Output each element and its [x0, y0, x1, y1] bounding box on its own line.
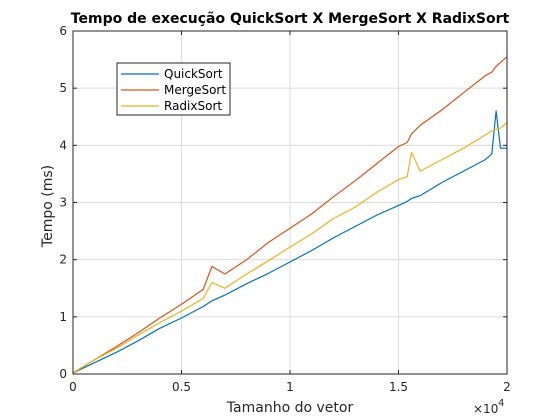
y-tick-label: 6 [59, 24, 67, 38]
x-exponent-base: ×10 [473, 402, 498, 416]
y-tick-label: 1 [59, 310, 67, 324]
y-tick-label: 3 [59, 196, 67, 210]
x-axis-ticks: 0 0.5 1 1.5 2 [69, 31, 511, 394]
x-tick-label: 2 [503, 380, 511, 394]
x-axis-label: Tamanho do vetor [226, 400, 354, 416]
y-axis-label: Tempo (ms) [40, 165, 56, 248]
x-tick-label: 0.5 [172, 380, 191, 394]
series-line-radixsort [72, 122, 508, 374]
x-axis-exponent: ×10 4 [473, 398, 504, 416]
y-tick-label: 2 [59, 253, 67, 267]
x-tick-label: 1 [286, 380, 294, 394]
series-line-mergesort [72, 56, 508, 374]
x-tick-label: 0 [69, 380, 77, 394]
x-tick-label: 1.5 [389, 380, 408, 394]
legend-label-radixsort: RadixSort [164, 99, 222, 113]
legend: QuickSort MergeSort RadixSort [116, 62, 231, 116]
x-exponent-power: 4 [498, 398, 504, 409]
y-tick-label: 4 [59, 138, 67, 152]
plot-series [72, 56, 508, 374]
series-line-quicksort [72, 110, 507, 374]
legend-label-quicksort: QuickSort [164, 67, 223, 81]
chart-title: Tempo de execução QuickSort X MergeSort … [71, 11, 510, 27]
legend-label-mergesort: MergeSort [164, 83, 226, 97]
y-axis-ticks: 0 1 2 3 4 5 6 [59, 24, 507, 381]
y-tick-label: 5 [59, 81, 67, 95]
y-tick-label: 0 [59, 367, 67, 381]
